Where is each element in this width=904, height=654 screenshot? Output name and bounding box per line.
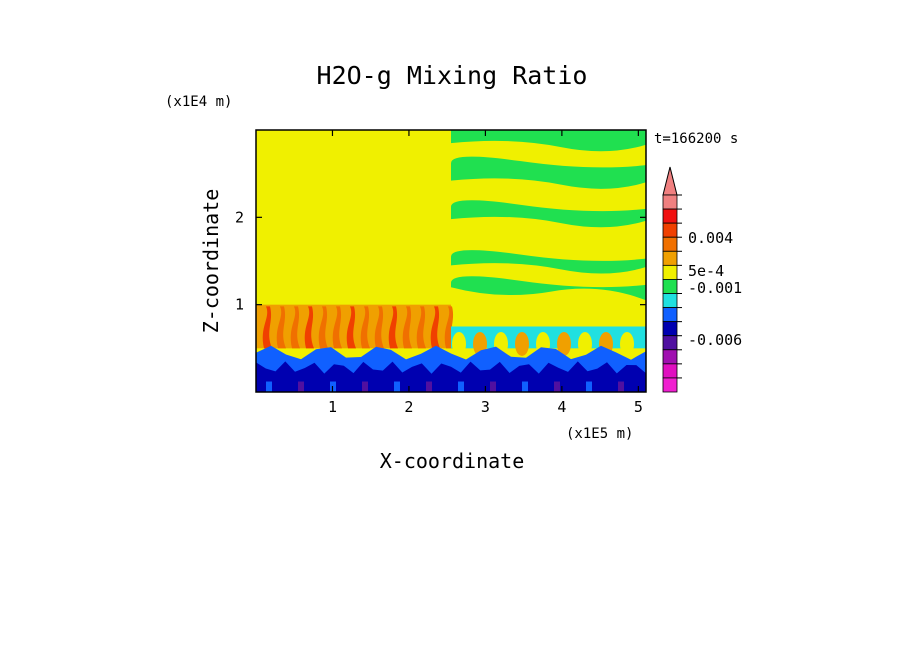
plume-4 <box>318 306 328 349</box>
x-tick-label-2: 2 <box>404 398 413 416</box>
region-right-yellow-lower <box>451 287 646 331</box>
colorbar-level-5 <box>662 264 678 280</box>
region-right-yellow-band-0 <box>451 140 646 168</box>
colorbar-label--0.006: -0.006 <box>688 331 742 349</box>
y-tick-label-1: 1 <box>235 296 244 314</box>
colorbar-level-1 <box>662 208 678 224</box>
x-axis-ticks: 1 2 3 4 5 <box>328 130 643 416</box>
colorbar-label-5e-4: 5e-4 <box>688 262 724 280</box>
y-axis-label: Z-coordinate <box>199 189 223 334</box>
colorbar-top-arrow <box>662 166 678 196</box>
plume-6 <box>346 306 356 349</box>
region-right-yellow-band-1 <box>451 177 646 212</box>
plume-11 <box>416 306 426 349</box>
plume-2 <box>290 306 300 349</box>
bottom-streak-4 <box>394 381 400 392</box>
time-label: t=166200 s <box>654 131 738 147</box>
bottom-streak-7 <box>490 381 496 392</box>
plume-12 <box>430 306 440 349</box>
x-axis-label: X-coordinate <box>380 449 525 473</box>
y-tick-label-2: 2 <box>235 208 244 226</box>
x-tick-label-5: 5 <box>634 398 643 416</box>
colorbar-level-9 <box>662 321 678 337</box>
y-scale-label: (x1E4 m) <box>165 94 232 110</box>
y-axis-ticks: 12 <box>235 208 646 314</box>
colorbar-label-0.004: 0.004 <box>688 229 733 247</box>
colorbar-level-0 <box>662 194 678 210</box>
colorbar-level-10 <box>662 335 678 351</box>
plume-7 <box>360 306 370 349</box>
x-tick-label-4: 4 <box>557 398 566 416</box>
chart-title: H2O-g Mixing Ratio <box>317 61 588 90</box>
right-blob-5 <box>557 331 571 356</box>
colorbar-level-11 <box>662 349 678 365</box>
region-right-yellow-band-3 <box>451 262 646 288</box>
x-tick-label-1: 1 <box>328 398 337 416</box>
x-tick-label-3: 3 <box>481 398 490 416</box>
bottom-streak-8 <box>522 381 528 392</box>
right-blob-3 <box>515 331 529 356</box>
colorbar-level-7 <box>662 293 678 308</box>
plume-1 <box>276 306 286 349</box>
bottom-streak-5 <box>426 381 432 392</box>
bottom-streak-3 <box>362 381 368 392</box>
colorbar-level-6 <box>662 279 678 294</box>
bottom-streak-6 <box>458 381 464 392</box>
colorbar <box>662 166 682 393</box>
plume-0 <box>262 306 272 349</box>
bottom-streak-9 <box>554 381 560 392</box>
x-scale-label: (x1E5 m) <box>566 426 633 442</box>
region-bottom-navy <box>256 361 646 392</box>
colorbar-level-13 <box>662 377 678 393</box>
plume-5 <box>332 306 342 349</box>
plume-9 <box>388 306 398 349</box>
right-blob-6 <box>578 331 592 356</box>
plot-frame <box>255 129 647 393</box>
bottom-streak-10 <box>586 381 592 392</box>
plume-10 <box>402 306 412 349</box>
bottom-streak-1 <box>298 381 304 392</box>
right-blob-8 <box>620 331 634 356</box>
colorbar-level-8 <box>662 307 678 323</box>
region-right-yellow-band-2 <box>451 216 646 261</box>
contour-field <box>256 130 646 392</box>
plume-13 <box>444 306 454 349</box>
colorbar-level-4 <box>662 250 678 266</box>
colorbar-level-2 <box>662 222 678 238</box>
right-blob-0 <box>452 331 466 356</box>
bottom-streak-11 <box>618 381 624 392</box>
bottom-streak-0 <box>266 381 272 392</box>
colorbar-level-12 <box>662 363 678 379</box>
colorbar-level-3 <box>662 236 678 252</box>
plume-8 <box>374 306 384 349</box>
colorbar-label--0.001: -0.001 <box>688 279 742 297</box>
plume-3 <box>304 306 314 349</box>
